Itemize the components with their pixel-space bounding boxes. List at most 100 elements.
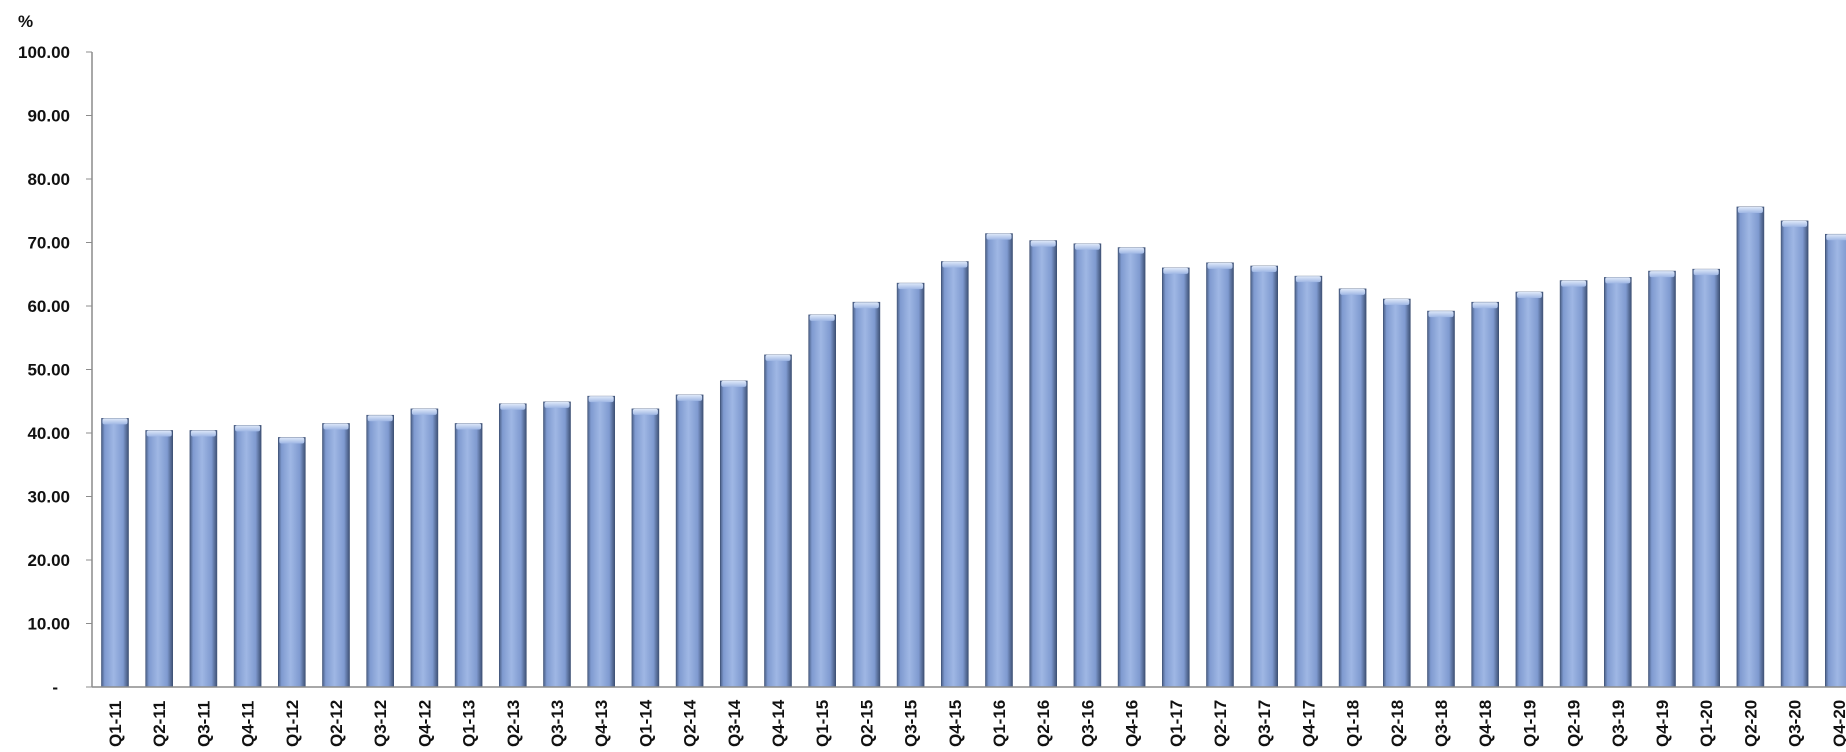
x-tick-label: Q3-19 [1609,700,1628,747]
bar-cap [1384,299,1410,306]
bar-cap [1030,240,1056,247]
y-unit-label: % [18,12,33,31]
x-tick-label: Q1-11 [106,701,125,747]
bar [233,425,262,688]
y-tick-label: 10.00 [27,615,70,634]
bar [764,354,792,688]
bar [896,282,925,688]
bars [101,206,1846,688]
bar-cap [367,415,393,422]
bar-cap [1295,276,1321,283]
y-axis: - 10.00 20.00 30.00 40.00 50.00 60.00 70.00 80.0… [18,43,93,697]
y-tick-label: 90.00 [27,107,70,126]
bar [1117,247,1146,688]
bar-cap [323,423,349,430]
x-tick-label: Q2-11 [150,701,169,747]
x-tick-label: Q3-11 [194,701,213,747]
bar-cap [1207,262,1233,269]
x-tick-label: Q2-18 [1388,700,1407,747]
x-tick-label: Q2-14 [681,699,700,747]
x-tick-label: Q4-17 [1299,700,1318,747]
bar [1825,233,1846,688]
x-tick-label: Q4-16 [1123,700,1142,747]
x-tick-label: Q3-20 [1786,700,1805,747]
bar [808,314,837,688]
x-tick-label: Q4-20 [1830,700,1846,747]
bar [1471,301,1499,688]
bar-cap [853,302,879,309]
x-tick-label: Q3-13 [548,700,567,747]
x-tick-label: Q3-17 [1255,700,1274,747]
bar [1206,262,1234,688]
bar-cap [1472,302,1498,309]
bar [366,414,395,688]
bar-cap [1163,267,1189,274]
bar-cap [235,425,261,432]
bar-cap [190,430,216,437]
bar-cap [456,423,482,430]
bar-cap [1737,206,1763,213]
y-tick-label: - [52,678,58,697]
bar [1780,220,1809,688]
x-tick-label: Q4-13 [592,700,611,747]
bar [1559,280,1588,688]
x-tick-label: Q1-18 [1344,700,1363,747]
bar-cap [279,437,305,444]
bar-cap [677,394,703,401]
bar [410,408,439,688]
bar [1383,298,1411,688]
x-tick-label: Q1-20 [1697,700,1716,747]
bar-cap [1119,247,1145,254]
bar-cap [1649,271,1675,278]
x-tick-label: Q3-18 [1432,700,1451,747]
bar-cap [1782,220,1808,227]
bar [277,437,306,688]
bar-cap [500,403,526,410]
bar-cap [1340,288,1366,295]
bar-cap [544,401,570,408]
bar-cap [1074,243,1100,250]
y-tick-label: 30.00 [27,488,70,507]
bar-cap [1826,234,1846,241]
x-tick-label: Q3-14 [725,699,744,747]
bar [145,430,173,688]
bar [1648,270,1676,688]
x-tick-label: Q2-17 [1211,700,1230,747]
bar-cap [146,430,172,437]
x-tick-label: Q1-16 [990,700,1009,747]
bar [719,380,748,688]
bar [543,401,571,688]
bar [101,418,129,688]
x-tick-label: Q4-12 [415,700,434,747]
bar [587,395,616,688]
x-tick-label: Q3-12 [371,700,390,747]
bar-cap [898,283,924,290]
x-tick-label: Q1-12 [283,700,302,747]
x-tick-label: Q2-19 [1565,700,1584,747]
bar-cap [1693,269,1719,276]
bar [1294,275,1323,688]
bar [1736,206,1765,688]
y-tick-label: 50.00 [27,361,70,380]
bar [985,233,1013,688]
bar-cap [1428,311,1454,318]
x-tick-label: Q1-13 [460,700,479,747]
bar [1029,240,1057,688]
bar [498,403,527,688]
bar-cap [986,233,1012,240]
bar-cap [1516,292,1542,299]
bar-cap [632,408,658,415]
bar-cap [721,380,747,387]
bar [1250,265,1278,688]
bar-cap [102,418,128,425]
bar [454,423,483,688]
bar-cap [1605,277,1631,284]
x-tick-label: Q4-19 [1653,700,1672,747]
y-tick-label: 40.00 [27,424,70,443]
x-tick-label: Q4-15 [946,700,965,747]
y-tick-label: 20.00 [27,551,70,570]
x-tick-label: Q4-14 [769,699,788,747]
bar [1427,310,1455,688]
bar-cap [1561,280,1587,287]
